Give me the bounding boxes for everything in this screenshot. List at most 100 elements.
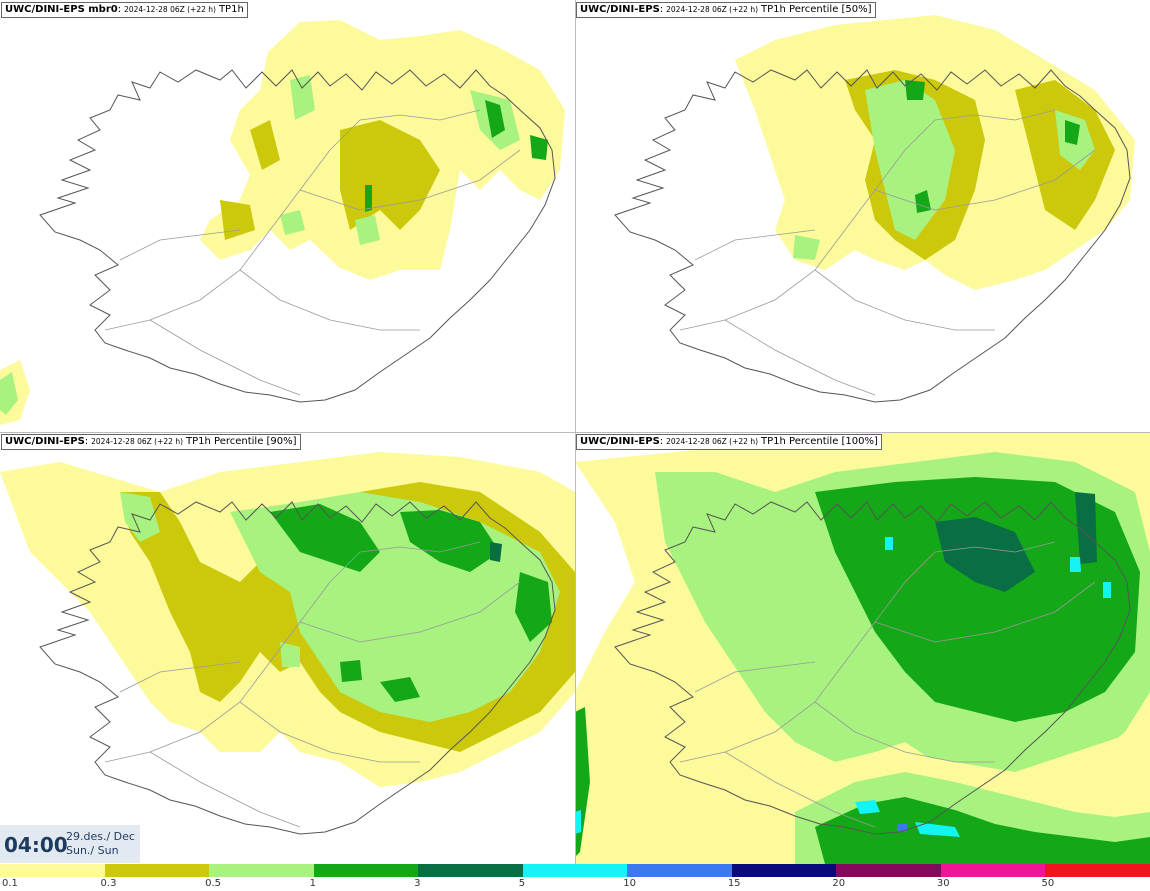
legend-swatch xyxy=(522,864,628,877)
precip-contour xyxy=(355,215,380,245)
legend-tick-label: 0.5 xyxy=(205,878,221,889)
road-line xyxy=(149,751,301,828)
precip-contour xyxy=(1065,120,1080,145)
road-line xyxy=(299,149,521,211)
precip-contour xyxy=(220,200,255,240)
precip-contour xyxy=(280,210,305,235)
precip-contour xyxy=(530,135,548,160)
precip-map xyxy=(614,15,1135,403)
map-panel-p50: UWC/DINI-EPS: 2024-12-28 06Z (+22 h) TP1h … xyxy=(575,0,1150,432)
legend-tick-label: 20 xyxy=(832,878,846,889)
precip-contour xyxy=(1075,492,1097,564)
precip-contour xyxy=(935,517,1035,592)
legend-swatch xyxy=(731,864,837,877)
road-line xyxy=(239,701,420,763)
legend-swatch xyxy=(313,864,419,877)
road-line xyxy=(679,119,936,331)
precip-legend: 0.1 0.3 0.5 1 3 5 10 15 20 30 50 xyxy=(0,864,1150,891)
road-line xyxy=(299,581,521,643)
run-time: 2024-12-28 06Z (+22 h) xyxy=(666,5,758,14)
panel-title: UWC/DINI-EPS: 2024-12-28 06Z (+22 h) TP1h … xyxy=(1,434,301,450)
model-name: UWC/DINI-EPS mbr0 xyxy=(5,4,118,15)
precip-contour xyxy=(855,800,880,814)
precip-contour xyxy=(915,822,960,837)
model-name: UWC/DINI-EPS xyxy=(5,436,85,447)
precip-contour xyxy=(815,797,1150,864)
field-name: TP1h Percentile [100%] xyxy=(761,436,878,447)
run-time: 2024-12-28 06Z (+22 h) xyxy=(91,437,183,446)
precip-map xyxy=(0,20,565,425)
precip-contour xyxy=(793,235,820,260)
precip-contour xyxy=(815,477,1140,722)
road-line xyxy=(679,551,936,763)
run-time: 2024-12-28 06Z (+22 h) xyxy=(666,437,758,446)
road-line xyxy=(874,149,1096,211)
panel-title: UWC/DINI-EPS: 2024-12-28 06Z (+22 h) TP1h … xyxy=(576,434,882,450)
map-panel-p100: UWC/DINI-EPS: 2024-12-28 06Z (+22 h) TP1h … xyxy=(575,432,1150,864)
legend-tick-label: 5 xyxy=(518,878,526,889)
road-line xyxy=(104,551,361,763)
map-panel-p90: UWC/DINI-EPS: 2024-12-28 06Z (+22 h) TP1h … xyxy=(0,432,575,864)
legend-tick-label: 0.1 xyxy=(2,878,18,889)
road-line xyxy=(359,541,481,553)
coastline xyxy=(39,501,556,835)
precip-contour xyxy=(865,80,955,240)
legend-swatch xyxy=(836,864,941,877)
valid-date: 29.des./ Dec Sun./ Sun xyxy=(66,830,135,858)
precip-contour xyxy=(885,537,893,550)
precip-contour xyxy=(485,100,505,138)
legend-tick-label: 10 xyxy=(623,878,636,889)
legend-swatch xyxy=(0,864,105,877)
legend-tick-label: 3 xyxy=(414,878,421,889)
road-line xyxy=(119,661,241,693)
legend-swatch xyxy=(418,864,523,877)
field-name: TP1h Percentile [50%] xyxy=(761,4,872,15)
legend-tick-label: 15 xyxy=(727,878,741,889)
legend-tick-label: 50 xyxy=(1041,878,1055,889)
coastline xyxy=(614,69,1131,403)
road-line xyxy=(814,269,995,331)
precip-map xyxy=(575,432,1150,864)
precip-contour xyxy=(290,75,315,120)
precip-contour xyxy=(380,677,420,702)
date-line: 29.des./ Dec xyxy=(66,830,135,843)
precip-contour xyxy=(340,660,362,682)
legend-tick-label: 1 xyxy=(309,878,316,889)
road-line xyxy=(119,229,241,261)
precip-contour xyxy=(897,824,907,832)
road-line xyxy=(934,109,1056,121)
road-line xyxy=(359,109,481,121)
legend-swatch xyxy=(209,864,314,877)
panel-title: UWC/DINI-EPS mbr0: 2024-12-28 06Z (+22 h)… xyxy=(1,2,248,18)
precip-map xyxy=(0,452,575,835)
precip-contour xyxy=(1070,557,1081,572)
panel-title: UWC/DINI-EPS: 2024-12-28 06Z (+22 h) TP1h … xyxy=(576,2,876,18)
precip-contour xyxy=(0,372,18,415)
panel-divider-horizontal xyxy=(0,432,1150,433)
road-line xyxy=(694,229,816,261)
road-line xyxy=(724,319,876,396)
weekday-line: Sun./ Sun xyxy=(66,844,119,857)
precip-contour xyxy=(575,810,581,834)
valid-time-box: 04:00 29.des./ Dec Sun./ Sun xyxy=(0,825,140,863)
valid-time: 04:00 xyxy=(4,833,68,857)
field-name: TP1h Percentile [90%] xyxy=(186,436,297,447)
precip-contour xyxy=(400,510,500,572)
run-time: 2024-12-28 06Z (+22 h) xyxy=(124,5,216,14)
map-panel-mbr0: UWC/DINI-EPS mbr0: 2024-12-28 06Z (+22 h)… xyxy=(0,0,575,432)
road-line xyxy=(814,701,995,763)
model-name: UWC/DINI-EPS xyxy=(580,4,660,15)
road-line xyxy=(104,119,361,331)
precip-contour xyxy=(365,185,372,212)
legend-tick-label: 0.3 xyxy=(100,878,117,889)
precip-contour xyxy=(515,572,552,642)
road-line xyxy=(694,661,816,693)
precip-contour xyxy=(250,120,280,170)
road-line xyxy=(724,751,876,828)
model-name: UWC/DINI-EPS xyxy=(580,436,660,447)
road-line xyxy=(239,269,420,331)
precip-contour xyxy=(490,542,502,562)
precip-contour xyxy=(1103,582,1111,598)
precip-contour xyxy=(270,504,380,572)
legend-colorbar xyxy=(0,864,1150,877)
